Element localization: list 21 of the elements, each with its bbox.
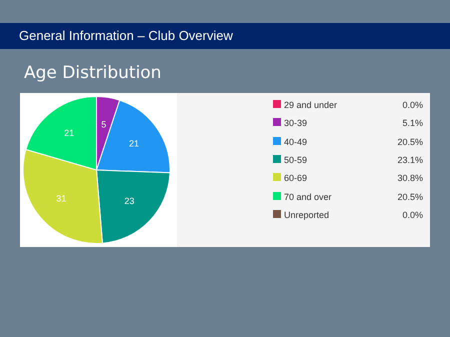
data-label: 20.5% [397,190,423,202]
text: 5 [101,120,106,130]
chart-title: General Information – Club Overview [0,23,450,49]
text: 0.0% [402,100,423,110]
text: 0.0% [402,210,423,220]
data-label: 20.5% [397,136,423,148]
legend-label: Unreported [284,208,330,221]
chart-subtitle: Age Distribution [24,63,162,83]
text: 23 [124,196,134,206]
data-label: 5.1% [402,117,423,130]
data-label: 23.1% [397,154,423,166]
text: 31 [56,193,66,204]
legend-label: 30-39 [284,117,308,130]
text: 21 [64,128,74,138]
legend-label: 60-69 [284,172,308,184]
legend-label: 70 and over [284,190,332,202]
data-label: 30.8% [397,172,423,184]
legend-label: 40-49 [284,136,308,148]
legend-label: 50-59 [284,154,308,166]
text: 21 [128,138,139,149]
legend-label: 29 and under [284,99,338,111]
